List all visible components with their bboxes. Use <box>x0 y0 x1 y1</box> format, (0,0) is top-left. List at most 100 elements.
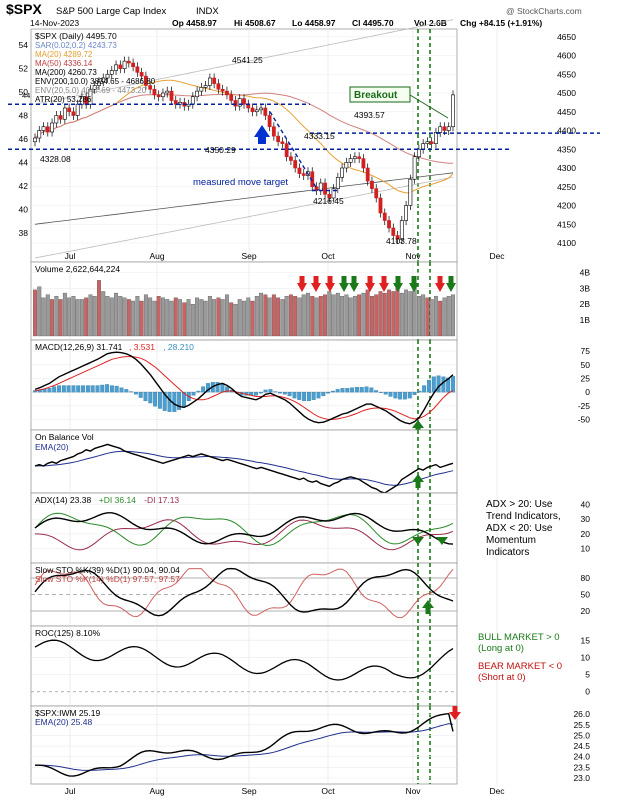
volume-bar <box>92 296 97 337</box>
candle-down <box>135 66 140 73</box>
volume-bar <box>195 297 200 337</box>
candle-up <box>348 158 353 163</box>
volume-bar <box>365 289 370 337</box>
macd-histogram-bar <box>61 385 66 393</box>
macd-histogram-bar <box>109 385 114 393</box>
candle-down <box>212 77 217 84</box>
price-annotation: 4393.57 <box>354 110 385 120</box>
candle-up <box>446 126 451 131</box>
volume-bar <box>335 292 340 337</box>
volume-bar <box>45 294 50 337</box>
volume-bar <box>433 296 438 337</box>
volume-bar <box>139 300 144 337</box>
volume-bar <box>216 297 221 337</box>
macd-histogram-bar <box>52 386 57 393</box>
candle-up <box>161 92 165 98</box>
volume-bar <box>378 291 383 337</box>
volume-bar <box>412 286 417 337</box>
adx-line <box>34 512 454 545</box>
price-tick-label: 4450 <box>557 107 576 117</box>
sto-arrow-icon <box>422 600 434 608</box>
candle-down <box>357 156 362 159</box>
candle-down <box>169 90 174 101</box>
minus-di-line <box>34 519 454 551</box>
candle-down <box>374 188 379 199</box>
candle-down <box>233 100 238 107</box>
sto-slow-line <box>34 567 454 617</box>
adx-note: ADX > 20: Use <box>486 499 553 510</box>
volume-bar <box>446 296 451 337</box>
adx-tick-label: 30 <box>581 514 591 524</box>
candle-up <box>412 156 417 180</box>
volume-bar <box>306 292 310 337</box>
candle-up <box>259 107 263 111</box>
candle-up <box>37 130 42 139</box>
candle-up <box>399 220 404 240</box>
macd-histogram-bar <box>287 391 292 397</box>
ratio-line <box>35 712 454 777</box>
legend-entry: $SPX:IWM 25.19 <box>35 708 100 718</box>
volume-bar <box>314 297 319 337</box>
volume-bar <box>67 297 72 337</box>
candle-down <box>387 220 391 229</box>
candle-down <box>45 126 50 133</box>
macd-histogram-bar <box>76 385 81 393</box>
volume-bar <box>41 297 46 337</box>
volume-bar <box>84 297 89 337</box>
macd-histogram-bar <box>431 376 436 393</box>
macd-tick-label: 50 <box>581 360 591 370</box>
left-tick-label: 52 <box>19 64 29 74</box>
volume-bar <box>165 299 170 337</box>
legend-entry: MA(50) 4336.14 <box>35 59 93 68</box>
candle-up <box>331 188 336 199</box>
candle-up <box>62 107 67 120</box>
candle-up <box>50 122 54 133</box>
x-axis-label: Aug <box>149 786 164 796</box>
macd-histogram-bar <box>196 390 201 393</box>
candle-down <box>152 88 157 96</box>
volume-bar <box>340 296 345 337</box>
candle-up <box>344 162 349 169</box>
volume-bar <box>233 304 238 337</box>
adx-note: ADX < 20: Use <box>486 523 553 534</box>
volume-bar <box>361 292 366 337</box>
volume-arrow-stem <box>367 276 373 283</box>
macd-histogram-bar <box>148 391 153 404</box>
volume-bar <box>271 294 276 337</box>
macd-histogram-bar <box>436 375 441 393</box>
ratio-frame <box>30 705 458 785</box>
ratio-tick-label: 25.0 <box>573 730 590 740</box>
candle-down <box>429 141 434 144</box>
volume-arrow-stem <box>381 276 387 283</box>
macd-histogram-bar <box>359 387 364 393</box>
macd-histogram-bar <box>124 389 129 393</box>
volume-arrow-stem <box>351 276 357 283</box>
volume-bar <box>301 294 306 337</box>
candle-up <box>165 90 170 94</box>
candle-up <box>335 177 340 189</box>
volume-bar <box>105 296 110 337</box>
candle-up <box>97 81 101 86</box>
volume-bar <box>344 294 349 337</box>
candle-down <box>67 107 72 113</box>
macd-histogram-bar <box>81 385 85 393</box>
volume-arrow-icon <box>325 283 335 292</box>
adx-tick-label: 20 <box>581 529 591 539</box>
roc-panel: 15 10 5 0 ROC(125) 8.10% BULL MARKET > 0(Long… <box>30 625 590 707</box>
macd-histogram-bar <box>422 385 427 393</box>
macd-histogram-bar <box>412 391 417 395</box>
candle-up <box>75 103 80 116</box>
roc-frame <box>30 625 458 707</box>
x-axis-label: Nov <box>405 786 421 796</box>
legend-entry: Slow STO %K(39) %D(1) 90.04, 90.04 <box>35 565 180 575</box>
volume-bar <box>88 294 93 337</box>
ratio-arrow-stem <box>452 706 458 712</box>
ratio-tick-label: 23.0 <box>573 773 590 783</box>
left-tick-label: 50 <box>19 87 29 97</box>
volume-arrow-stem <box>411 276 417 283</box>
volume-tick-label: 1B <box>580 315 591 325</box>
left-tick-label: 40 <box>19 205 29 215</box>
volume-bar <box>62 292 67 337</box>
volume-bar <box>382 292 387 337</box>
